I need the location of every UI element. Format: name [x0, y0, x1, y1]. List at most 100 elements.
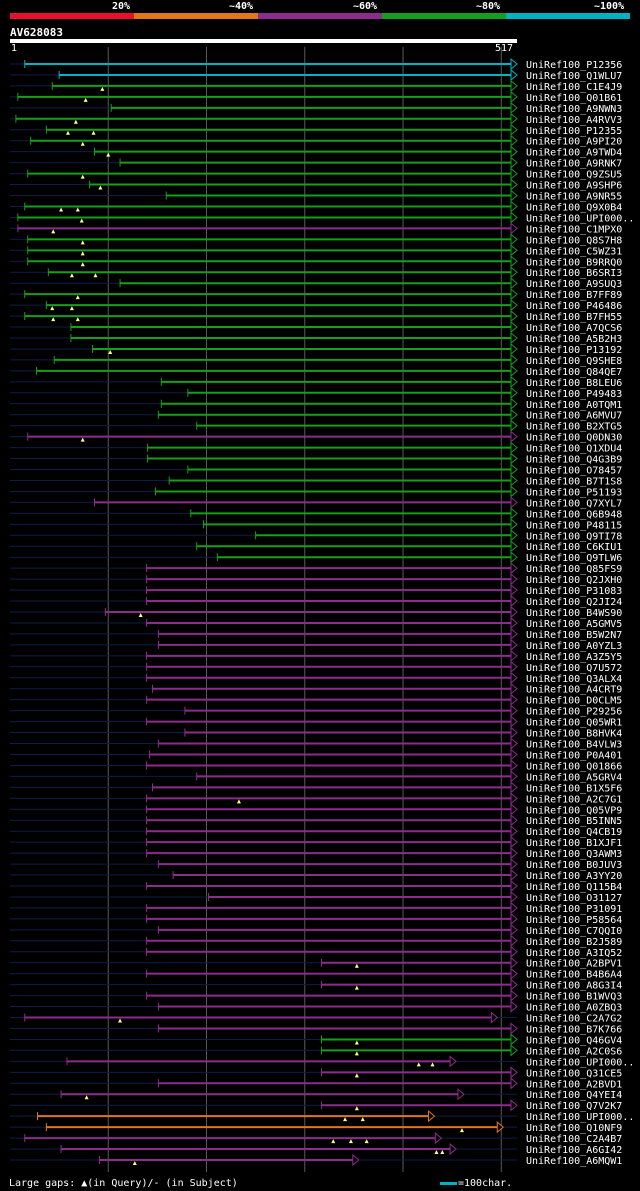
- query-gap-marker: [108, 349, 113, 354]
- hit-label: UniRef100_P58564: [526, 915, 622, 926]
- hit-arrow: [510, 167, 518, 180]
- hit-arrow: [510, 397, 518, 410]
- hit-label: UniRef100_Q4G3B9: [526, 455, 622, 466]
- query-gap-marker: [91, 130, 96, 135]
- query-gap-marker: [51, 317, 56, 322]
- hit-arrow: [510, 57, 518, 71]
- hit-label: UniRef100_B2XTG5: [526, 422, 622, 433]
- hit-label: UniRef100_A3IQ52: [526, 948, 622, 959]
- hit-arrow: [510, 430, 518, 443]
- hit-arrow: [510, 123, 518, 136]
- hit-arrow: [510, 68, 518, 82]
- hit-arrow: [510, 353, 518, 366]
- hit-label: UniRef100_Q84QE7: [526, 367, 622, 378]
- hit-label: UniRef100_P49483: [526, 389, 622, 400]
- hit-label: UniRef100_P46486: [526, 301, 622, 312]
- hit-arrow: [510, 879, 518, 893]
- hit-arrow: [510, 189, 518, 202]
- hit-arrow: [510, 408, 518, 421]
- hit-label: UniRef100_P31091: [526, 904, 622, 915]
- hit-arrow: [510, 233, 518, 246]
- scale-bar: [440, 1182, 457, 1185]
- hit-label: UniRef100_A0ZBQ3: [526, 1003, 622, 1014]
- hit-label: UniRef100_B9RRQ0: [526, 257, 622, 268]
- hit-arrow: [510, 562, 518, 575]
- hit-label: UniRef100_Q9X0B4: [526, 202, 622, 213]
- hit-arrow: [510, 693, 518, 706]
- hit-arrow: [510, 956, 518, 969]
- hit-arrow: [510, 551, 518, 564]
- hit-arrow: [510, 649, 518, 662]
- hit-arrow: [510, 803, 518, 816]
- hit-arrow: [510, 178, 518, 191]
- hit-label: UniRef100_A6MVU7: [526, 411, 622, 422]
- large-gaps-legend: Large gaps: ▲(in Query)/- (in Subject): [9, 1178, 238, 1189]
- hit-arrow: [427, 1110, 436, 1123]
- query-gap-marker: [59, 207, 64, 212]
- query-gap-marker: [354, 1106, 359, 1111]
- hit-label: UniRef100_Q31CE5: [526, 1068, 622, 1079]
- hit-arrow: [510, 836, 518, 849]
- hit-arrow: [510, 463, 518, 476]
- hit-arrow: [510, 529, 518, 542]
- query-gap-marker: [132, 1161, 137, 1165]
- hit-label: UniRef100_A9RNK7: [526, 159, 622, 170]
- query-end-label: 517: [495, 43, 514, 54]
- hit-arrow: [449, 1055, 457, 1068]
- hit-arrow: [510, 211, 518, 224]
- hit-arrow: [510, 627, 518, 640]
- hit-label: UniRef100_B5W2N7: [526, 630, 622, 641]
- hit-label: UniRef100_A4RVV3: [526, 115, 622, 126]
- query-gap-marker: [364, 1139, 369, 1144]
- hit-label: UniRef100_Q1WLU7: [526, 71, 622, 82]
- hit-label: UniRef100_O31127: [526, 893, 622, 904]
- hit-label: UniRef100_UPI000..: [526, 213, 634, 224]
- hit-arrow: [510, 441, 518, 454]
- hit-label: UniRef100_A9TWD4: [526, 148, 622, 159]
- query-gap-marker: [80, 141, 85, 146]
- hit-arrow: [510, 255, 518, 268]
- hit-arrow: [510, 1022, 518, 1035]
- hit-arrow: [510, 222, 518, 235]
- hit-arrow: [510, 726, 518, 739]
- query-gap-marker: [80, 174, 85, 179]
- hit-label: UniRef100_Q7U572: [526, 663, 622, 674]
- query-gap-marker: [50, 306, 55, 311]
- hit-label: UniRef100_Q7V2K7: [526, 1101, 622, 1112]
- hit-label: UniRef100_Q7XYL7: [526, 498, 622, 509]
- hit-label: UniRef100_Q3ALX4: [526, 674, 622, 685]
- query-gap-marker: [118, 1018, 123, 1023]
- hit-arrow: [510, 704, 518, 717]
- hit-label: UniRef100_P13192: [526, 345, 622, 356]
- hit-label: UniRef100_A9PI20: [526, 137, 622, 148]
- hit-label: UniRef100_B4VLW3: [526, 740, 622, 751]
- hit-arrow: [510, 134, 518, 147]
- hit-label: UniRef100_Q6B948: [526, 509, 622, 520]
- query-gap-marker: [331, 1139, 336, 1144]
- hit-arrow: [510, 419, 518, 432]
- query-gap-marker: [80, 240, 85, 245]
- hit-label: UniRef100_C1MPX0: [526, 224, 622, 235]
- hit-arrow: [510, 452, 518, 465]
- hit-label: UniRef100_B7FH55: [526, 312, 622, 323]
- legend-label-80: ~80%: [476, 1, 501, 12]
- hit-arrow: [510, 781, 518, 794]
- hit-arrow: [510, 660, 518, 673]
- hit-label: UniRef100_Q9SHE8: [526, 356, 622, 367]
- hit-arrow: [510, 858, 518, 871]
- hit-arrow: [510, 1000, 518, 1013]
- hit-label: UniRef100_Q01866: [526, 761, 622, 772]
- hit-arrow: [510, 616, 518, 630]
- query-gap-marker: [434, 1150, 439, 1155]
- hit-label: UniRef100_A9SUQ3: [526, 279, 622, 290]
- hit-label: UniRef100_C2A4B7: [526, 1134, 622, 1145]
- hit-label: UniRef100_Q9ZSU5: [526, 170, 622, 181]
- hit-arrow: [510, 101, 518, 114]
- hit-label: UniRef100_A2C7G1: [526, 794, 622, 805]
- query-gap-marker: [73, 119, 78, 124]
- hit-arrow: [510, 375, 518, 388]
- hit-arrow: [510, 496, 518, 509]
- hit-arrow: [510, 825, 518, 838]
- query-gap-marker: [354, 1073, 359, 1078]
